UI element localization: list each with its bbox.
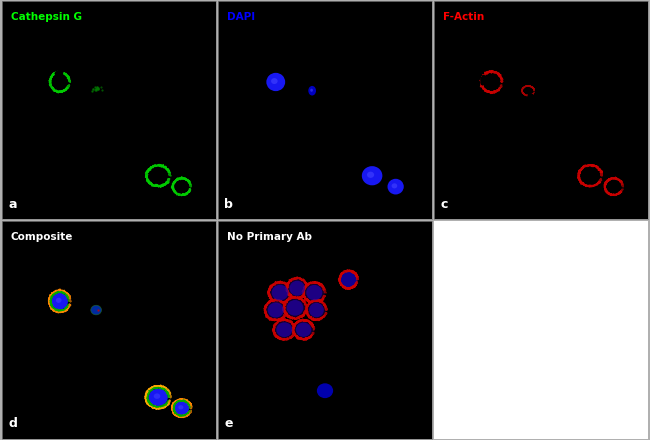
Ellipse shape	[367, 172, 374, 178]
Ellipse shape	[287, 300, 304, 316]
Ellipse shape	[268, 303, 284, 318]
Ellipse shape	[149, 389, 168, 406]
Ellipse shape	[265, 300, 287, 320]
Ellipse shape	[304, 282, 325, 303]
Text: b: b	[224, 198, 233, 211]
Text: No Primary Ab: No Primary Ab	[227, 231, 311, 242]
Ellipse shape	[91, 305, 101, 315]
Ellipse shape	[269, 282, 291, 303]
Ellipse shape	[272, 285, 289, 301]
Ellipse shape	[51, 293, 68, 310]
Ellipse shape	[308, 86, 316, 95]
Ellipse shape	[307, 301, 326, 319]
Ellipse shape	[266, 73, 285, 91]
Ellipse shape	[174, 401, 189, 415]
Ellipse shape	[339, 271, 358, 288]
Ellipse shape	[153, 393, 161, 399]
Ellipse shape	[309, 303, 324, 317]
Ellipse shape	[178, 405, 183, 410]
Ellipse shape	[296, 323, 311, 337]
Ellipse shape	[289, 281, 305, 296]
Ellipse shape	[317, 383, 333, 398]
Text: DAPI: DAPI	[227, 12, 255, 22]
Text: Cathepsin G: Cathepsin G	[10, 12, 81, 22]
Ellipse shape	[284, 297, 306, 318]
Ellipse shape	[306, 285, 322, 300]
Text: Composite: Composite	[10, 231, 73, 242]
Ellipse shape	[276, 323, 292, 337]
Ellipse shape	[274, 320, 295, 340]
Ellipse shape	[362, 166, 382, 185]
Text: d: d	[8, 417, 18, 430]
Ellipse shape	[287, 278, 307, 298]
Ellipse shape	[310, 89, 313, 92]
Text: F-Actin: F-Actin	[443, 12, 484, 22]
Text: a: a	[8, 198, 17, 211]
Text: c: c	[441, 198, 448, 211]
Ellipse shape	[387, 179, 404, 194]
Ellipse shape	[391, 183, 397, 188]
Ellipse shape	[56, 298, 62, 303]
Text: e: e	[224, 417, 233, 430]
Ellipse shape	[271, 78, 278, 84]
Ellipse shape	[293, 320, 314, 339]
